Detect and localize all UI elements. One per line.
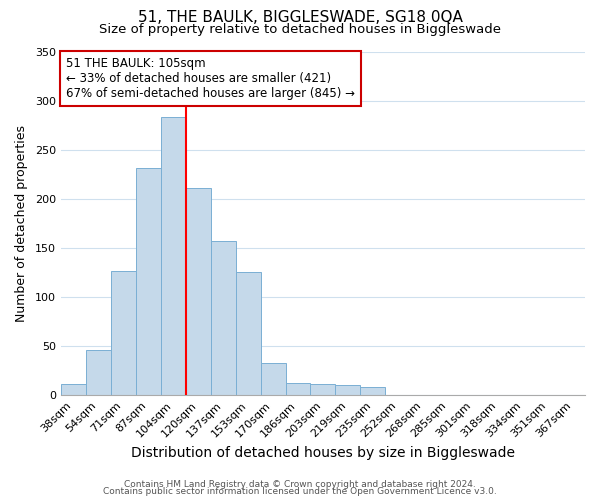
Text: Size of property relative to detached houses in Biggleswade: Size of property relative to detached ho…: [99, 22, 501, 36]
Bar: [161, 118, 186, 396]
Bar: [211, 241, 236, 396]
Bar: [286, 382, 310, 396]
Bar: [260, 363, 286, 396]
Text: Contains public sector information licensed under the Open Government Licence v3: Contains public sector information licen…: [103, 487, 497, 496]
Bar: [111, 270, 136, 396]
Bar: [335, 386, 361, 396]
Bar: [236, 272, 260, 396]
Bar: [61, 384, 86, 396]
Bar: [86, 350, 111, 396]
Bar: [186, 188, 211, 396]
X-axis label: Distribution of detached houses by size in Biggleswade: Distribution of detached houses by size …: [131, 446, 515, 460]
Bar: [136, 168, 161, 396]
Text: 51 THE BAULK: 105sqm
← 33% of detached houses are smaller (421)
67% of semi-deta: 51 THE BAULK: 105sqm ← 33% of detached h…: [66, 56, 355, 100]
Y-axis label: Number of detached properties: Number of detached properties: [15, 125, 28, 322]
Text: 51, THE BAULK, BIGGLESWADE, SG18 0QA: 51, THE BAULK, BIGGLESWADE, SG18 0QA: [137, 10, 463, 25]
Bar: [310, 384, 335, 396]
Text: Contains HM Land Registry data © Crown copyright and database right 2024.: Contains HM Land Registry data © Crown c…: [124, 480, 476, 489]
Bar: [361, 388, 385, 396]
